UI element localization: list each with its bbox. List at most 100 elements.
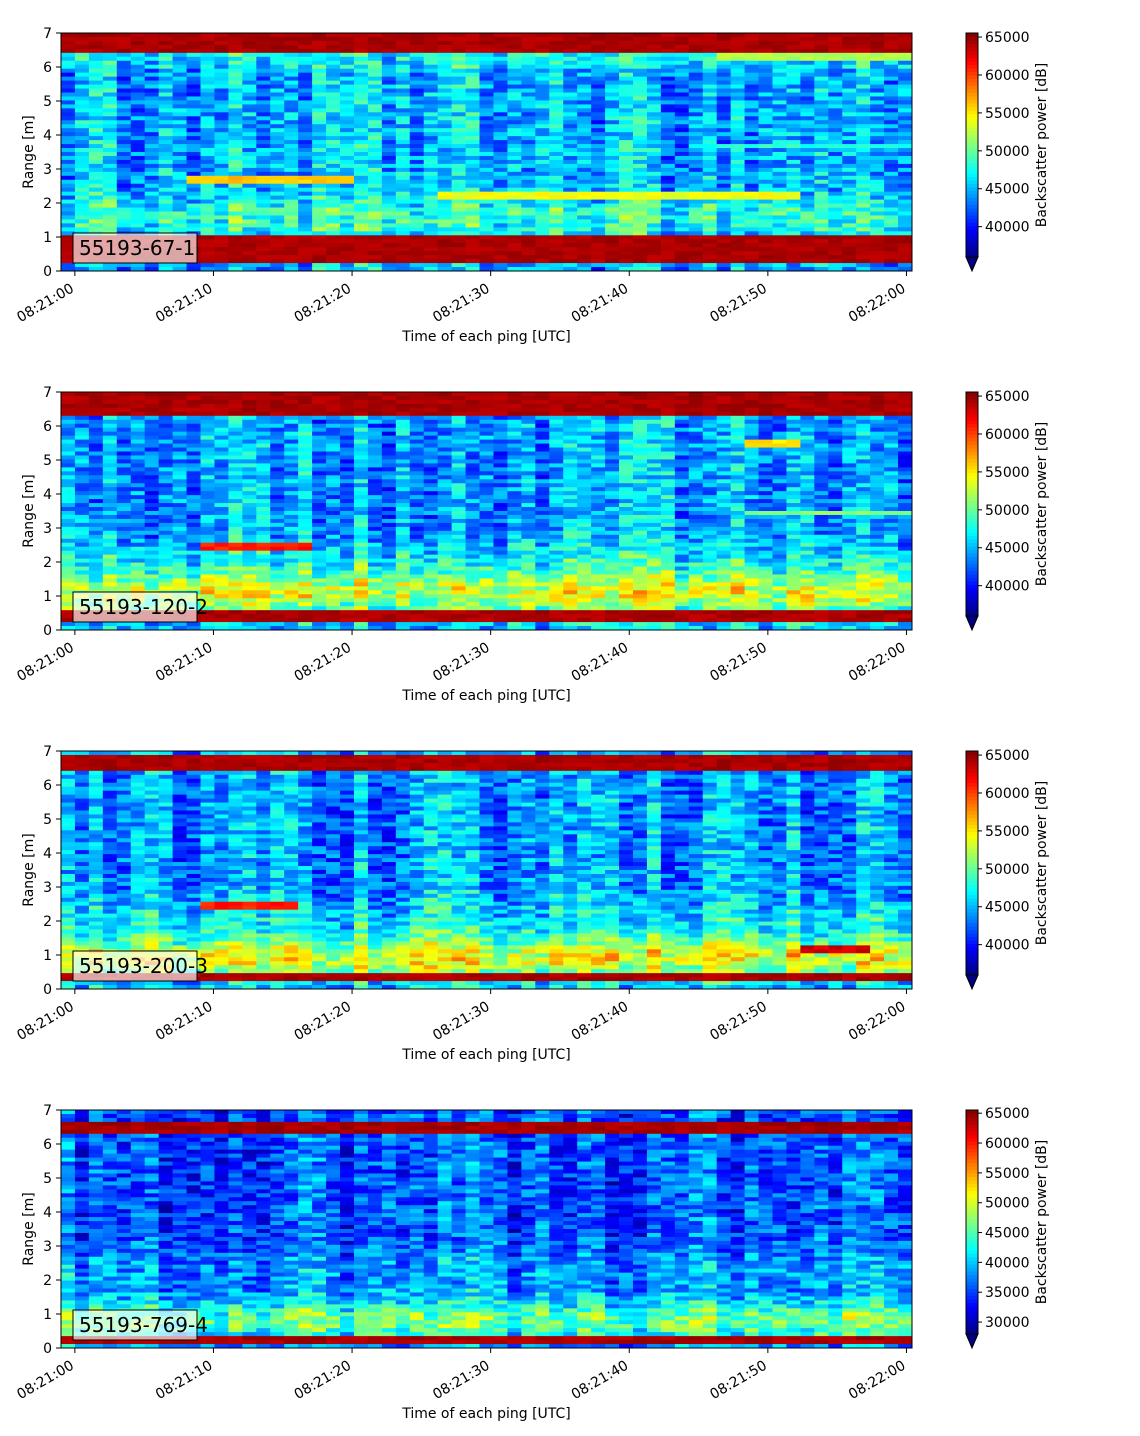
heatmap-cell	[423, 195, 439, 200]
heatmap-cell	[688, 247, 704, 252]
heatmap-cell	[744, 124, 759, 129]
heatmap-cell	[186, 267, 201, 272]
heatmap-cell	[228, 546, 243, 552]
heatmap-cell	[632, 175, 648, 181]
heatmap-cell	[256, 495, 271, 500]
heatmap-cell	[535, 148, 550, 153]
heatmap-cell	[172, 203, 187, 208]
heatmap-cell	[479, 187, 494, 193]
heatmap-cell	[437, 227, 453, 232]
heatmap-cell	[130, 48, 146, 54]
heatmap-cell	[200, 475, 215, 480]
heatmap-cell	[772, 52, 787, 58]
heatmap-cell	[130, 518, 146, 524]
heatmap-cell	[409, 40, 425, 46]
heatmap-cell	[214, 614, 229, 619]
heatmap-cell	[102, 136, 118, 141]
heatmap-cell	[284, 507, 299, 512]
heatmap-cell	[842, 44, 857, 50]
heatmap-cell	[214, 84, 229, 89]
colorbar-extend-arrow	[965, 256, 979, 273]
heatmap-cell	[242, 542, 257, 548]
colorbar-segment	[966, 47, 978, 51]
heatmap-cell	[61, 530, 76, 536]
heatmap-cell	[856, 207, 871, 212]
heatmap-cell	[102, 538, 118, 544]
heatmap-cell	[800, 239, 815, 244]
heatmap-cell	[312, 447, 327, 452]
heatmap-cell	[744, 203, 759, 208]
heatmap-cell	[605, 163, 620, 169]
heatmap-cell	[256, 558, 271, 563]
heatmap-cell	[130, 399, 146, 405]
heatmap-cell	[61, 443, 76, 448]
heatmap-cell	[270, 614, 285, 619]
heatmap-cell	[312, 104, 327, 109]
heatmap-cell	[674, 159, 690, 165]
heatmap-cell	[270, 56, 285, 62]
heatmap-cell	[312, 52, 327, 58]
heatmap-cell	[660, 140, 676, 145]
heatmap-cell	[116, 163, 132, 169]
heatmap-cell	[381, 84, 397, 89]
heatmap-cell	[758, 112, 773, 117]
heatmap-cell	[242, 423, 257, 429]
heatmap-cell	[814, 80, 829, 85]
heatmap-cell	[186, 514, 201, 520]
heatmap-cell	[326, 546, 341, 552]
heatmap-cell	[870, 76, 885, 81]
heatmap-cell	[172, 175, 187, 181]
heatmap-cell	[102, 132, 118, 137]
heatmap-cell	[256, 403, 271, 409]
heatmap-cell	[744, 132, 759, 137]
heatmap-cell	[856, 199, 871, 204]
heatmap-cell	[688, 128, 704, 133]
heatmap-cell	[898, 215, 913, 220]
heatmap-cell	[856, 263, 871, 268]
heatmap-cell	[367, 80, 383, 85]
heatmap-cell	[660, 68, 676, 74]
heatmap-cell	[409, 88, 425, 93]
heatmap-cell	[270, 395, 285, 401]
heatmap-cell	[228, 120, 243, 125]
heatmap-cell	[507, 263, 522, 268]
heatmap-cell	[284, 163, 299, 169]
heatmap-cell	[312, 84, 327, 89]
heatmap-cell	[284, 36, 299, 42]
heatmap-cell	[340, 415, 355, 421]
heatmap-cell	[228, 132, 243, 137]
heatmap-cell	[116, 411, 132, 417]
heatmap-cell	[326, 167, 341, 173]
heatmap-cell	[702, 148, 718, 153]
heatmap-cell	[172, 33, 187, 38]
heatmap-cell	[674, 136, 690, 141]
heatmap-cell	[591, 144, 606, 149]
heatmap-cell	[74, 514, 90, 520]
heatmap-cell	[353, 88, 369, 93]
heatmap-cell	[605, 112, 620, 117]
heatmap-cell	[172, 136, 187, 141]
heatmap-cell	[102, 534, 118, 540]
heatmap-cell	[549, 259, 564, 264]
heatmap-cell	[326, 443, 341, 448]
heatmap-cell	[228, 155, 243, 161]
heatmap-cell	[605, 116, 620, 121]
heatmap-cell	[214, 207, 229, 212]
heatmap-cell	[298, 471, 313, 476]
heatmap-cell	[228, 239, 243, 244]
heatmap-cell	[102, 431, 118, 437]
heatmap-cell	[172, 140, 187, 145]
heatmap-cell	[214, 48, 229, 54]
heatmap-cell	[242, 602, 257, 607]
heatmap-cell	[842, 171, 857, 177]
heatmap-cell	[451, 33, 466, 38]
heatmap-cell	[200, 33, 215, 38]
heatmap-cell	[605, 33, 620, 38]
heatmap-cell	[507, 68, 522, 74]
heatmap-cell	[186, 171, 201, 177]
heatmap-cell	[591, 124, 606, 129]
heatmap-cell	[242, 534, 257, 540]
heatmap-cell	[716, 40, 732, 46]
heatmap-cell	[298, 586, 313, 591]
heatmap-cell	[116, 219, 132, 224]
